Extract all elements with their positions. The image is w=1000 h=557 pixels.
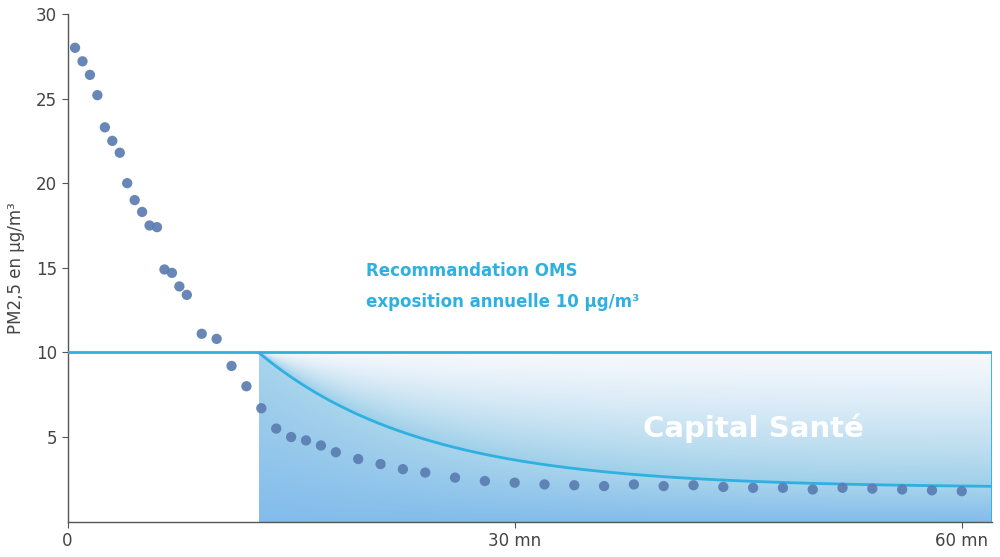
Point [119,179,135,188]
Point [89,91,105,100]
Point [97,123,113,132]
Point [350,455,366,463]
Point [507,478,523,487]
Point [67,43,83,52]
Point [686,481,702,490]
Point [74,57,90,66]
Point [156,265,172,274]
Point [373,460,389,468]
Point [134,208,150,217]
Point [149,223,165,232]
Point [209,334,225,343]
Point [864,484,880,493]
Point [238,382,254,390]
Point [313,441,329,450]
Point [298,436,314,445]
Point [179,290,195,299]
Point [954,487,970,496]
Point [447,473,463,482]
Point [194,329,210,338]
Point [224,361,240,370]
Point [283,433,299,442]
Point [253,404,269,413]
Point [656,482,672,491]
Point [745,483,761,492]
Point [395,465,411,473]
Point [171,282,187,291]
Point [142,221,158,230]
Point [894,485,910,494]
Point [566,481,582,490]
Point [164,268,180,277]
Point [835,483,851,492]
Point [715,482,731,491]
Point [924,486,940,495]
Point [536,480,552,489]
Point [626,480,642,489]
Text: exposition annuelle 10 μg/m³: exposition annuelle 10 μg/m³ [366,292,639,311]
Y-axis label: PM2,5 en μg/m³: PM2,5 en μg/m³ [7,202,25,334]
Point [805,485,821,494]
Point [104,136,120,145]
Point [112,148,128,157]
Point [775,483,791,492]
Point [127,196,143,204]
Point [268,424,284,433]
Point [328,448,344,457]
Text: Capital Santé: Capital Santé [643,414,863,443]
Text: Recommandation OMS: Recommandation OMS [366,262,577,280]
Point [477,477,493,486]
Point [82,70,98,79]
Point [596,482,612,491]
Point [417,468,433,477]
